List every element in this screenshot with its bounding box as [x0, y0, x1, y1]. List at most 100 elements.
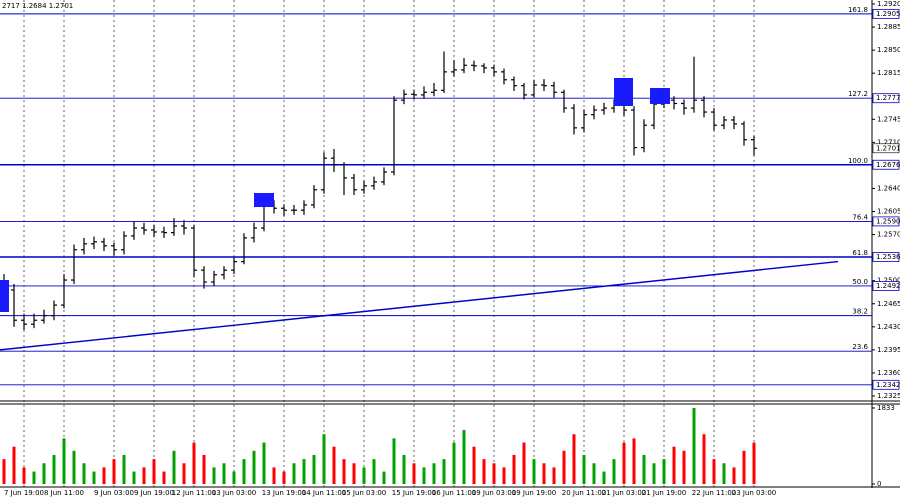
volume-bar	[682, 450, 686, 484]
volume-bar	[372, 459, 376, 484]
y-tick-label: 1.2815	[877, 69, 900, 77]
y-tick-label: 1.2850	[877, 46, 900, 54]
volume-bar	[52, 454, 56, 484]
last-price-box	[872, 143, 900, 154]
trendline	[0, 260, 839, 351]
volume-bar	[642, 454, 646, 484]
level-name: 61.8	[852, 249, 868, 257]
volume-bar	[432, 463, 436, 484]
level-price-label: 1.2676	[876, 161, 900, 169]
x-tick-label: 20 Jun 11:00	[562, 489, 606, 497]
volume-bar	[352, 463, 356, 484]
volume-bar	[212, 467, 216, 484]
level-name: 76.4	[852, 213, 868, 221]
level-name: 161.8	[848, 6, 868, 14]
volume-bar	[612, 459, 616, 484]
x-tick-label: 14 Jun 11:00	[302, 489, 346, 497]
volume-bar	[422, 467, 426, 484]
volume-bar	[362, 467, 366, 484]
volume-bar	[392, 438, 396, 484]
volume-bar	[32, 471, 36, 484]
volume-bar	[12, 446, 16, 484]
y-tick-label: 1.2710	[877, 138, 900, 146]
volume-bar	[72, 450, 76, 484]
volume-bar	[192, 442, 196, 484]
volume-bar	[592, 463, 596, 484]
volume-bar	[752, 442, 756, 484]
x-tick-label: 13 Jun 03:00	[212, 489, 256, 497]
level-price-box	[872, 281, 900, 291]
x-tick-label: 22 Jun 11:00	[692, 489, 736, 497]
signal-box	[650, 88, 670, 104]
volume-bar	[332, 446, 336, 484]
volume-bar	[272, 467, 276, 484]
volume-bar	[462, 430, 466, 484]
volume-bar	[252, 450, 256, 484]
level-price-label: 1.2492	[876, 282, 900, 290]
signal-boxes	[0, 78, 670, 312]
y-tick-label: 1.2430	[877, 323, 900, 331]
level-name: 23.6	[852, 343, 868, 351]
volume-bar	[152, 459, 156, 484]
volume-bar	[402, 454, 406, 484]
x-tick-label: 12 Jun 11:00	[172, 489, 216, 497]
x-tick-label: 21 Jun 19:00	[642, 489, 686, 497]
volume-bar	[122, 454, 126, 484]
volume-bar	[562, 450, 566, 484]
x-tick-label: 8 Jun 11:00	[44, 489, 84, 497]
volume-bar	[692, 408, 696, 484]
level-price-label: 1.2777	[876, 94, 900, 102]
volume-bar	[102, 467, 106, 484]
level-price-label: 1.2590	[876, 217, 900, 225]
volume-bar	[132, 471, 136, 484]
y-tick-label: 1.2745	[877, 115, 900, 123]
volume-bar	[342, 459, 346, 484]
y-tick-label: 1.2885	[877, 23, 900, 31]
volume-bar	[452, 442, 456, 484]
volume-bar	[532, 459, 536, 484]
volume-bar	[472, 446, 476, 484]
volume-bar	[712, 459, 716, 484]
volume-bar	[652, 463, 656, 484]
volume-bar	[172, 450, 176, 484]
volume-bar	[732, 467, 736, 484]
level-price-box	[872, 93, 900, 104]
volume-bar	[702, 434, 706, 484]
x-tick-label: 15 Jun 03:00	[342, 489, 386, 497]
volume-bar	[2, 459, 6, 484]
volume-bar	[222, 463, 226, 484]
x-tick-label: 9 Jun 19:00	[134, 489, 174, 497]
volume-bar	[82, 463, 86, 484]
volume-bar	[522, 442, 526, 484]
signal-box	[0, 280, 9, 312]
header-text: 2717 1.2684 1.2701	[2, 2, 73, 10]
x-tick-label: 19 Jun 03:00	[472, 489, 516, 497]
volume-bar	[412, 463, 416, 484]
volume-bar	[572, 434, 576, 484]
x-tick-label: 15 Jun 19:00	[392, 489, 436, 497]
x-tick-label: 16 Jun 11:00	[432, 489, 476, 497]
y-tick-label: 1.2570	[877, 231, 900, 239]
volume-bar	[672, 446, 676, 484]
level-name: 50.0	[852, 278, 868, 286]
volume-bar	[722, 463, 726, 484]
volume-bar	[632, 438, 636, 484]
x-tick-label: 7 Jun 19:00	[4, 489, 44, 497]
level-name: 100.0	[848, 157, 868, 165]
y-tick-label: 1.2500	[877, 277, 900, 285]
volume-bar	[202, 454, 206, 484]
volume-bar	[742, 450, 746, 484]
y-tick-label: 1.2360	[877, 369, 900, 377]
volume-bar	[262, 442, 266, 484]
volume-bar	[322, 434, 326, 484]
volume-bar	[382, 471, 386, 484]
volume-bar	[542, 463, 546, 484]
level-price-box	[872, 379, 900, 390]
volume-bar	[282, 471, 286, 484]
volume-bar	[492, 463, 496, 484]
signal-box	[254, 193, 274, 207]
y-tick-label: 1.2920	[877, 0, 900, 8]
volume-tick-label: 0	[877, 480, 881, 488]
volume-bar	[602, 471, 606, 484]
